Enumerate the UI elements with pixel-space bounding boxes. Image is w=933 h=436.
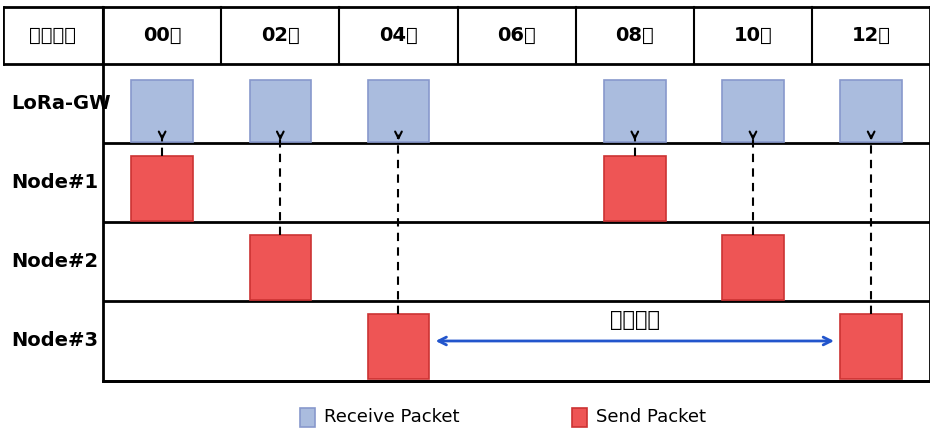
FancyBboxPatch shape [572, 408, 588, 427]
Text: Node#2: Node#2 [11, 252, 98, 272]
Text: 04秒: 04秒 [379, 26, 418, 45]
FancyBboxPatch shape [249, 80, 311, 142]
Text: 通信間隔: 通信間隔 [610, 310, 660, 330]
FancyBboxPatch shape [604, 80, 665, 142]
FancyBboxPatch shape [604, 156, 665, 221]
Text: 02秒: 02秒 [261, 26, 299, 45]
FancyBboxPatch shape [132, 80, 193, 142]
FancyBboxPatch shape [722, 80, 784, 142]
Text: Receive Packet: Receive Packet [324, 409, 459, 426]
FancyBboxPatch shape [249, 235, 311, 300]
Text: 時刻情報: 時刻情報 [30, 26, 77, 45]
FancyBboxPatch shape [368, 80, 429, 142]
Text: LoRa-GW: LoRa-GW [11, 94, 110, 113]
Text: Send Packet: Send Packet [596, 409, 706, 426]
Text: 08秒: 08秒 [616, 26, 654, 45]
Text: 10秒: 10秒 [733, 26, 773, 45]
FancyBboxPatch shape [841, 80, 902, 142]
FancyBboxPatch shape [132, 156, 193, 221]
Text: 06秒: 06秒 [497, 26, 536, 45]
Text: 12秒: 12秒 [852, 26, 891, 45]
Text: Node#3: Node#3 [11, 331, 98, 351]
FancyBboxPatch shape [299, 408, 315, 427]
FancyBboxPatch shape [368, 314, 429, 379]
Text: 00秒: 00秒 [143, 26, 181, 45]
FancyBboxPatch shape [841, 314, 902, 379]
FancyBboxPatch shape [722, 235, 784, 300]
Text: Node#1: Node#1 [11, 174, 98, 192]
